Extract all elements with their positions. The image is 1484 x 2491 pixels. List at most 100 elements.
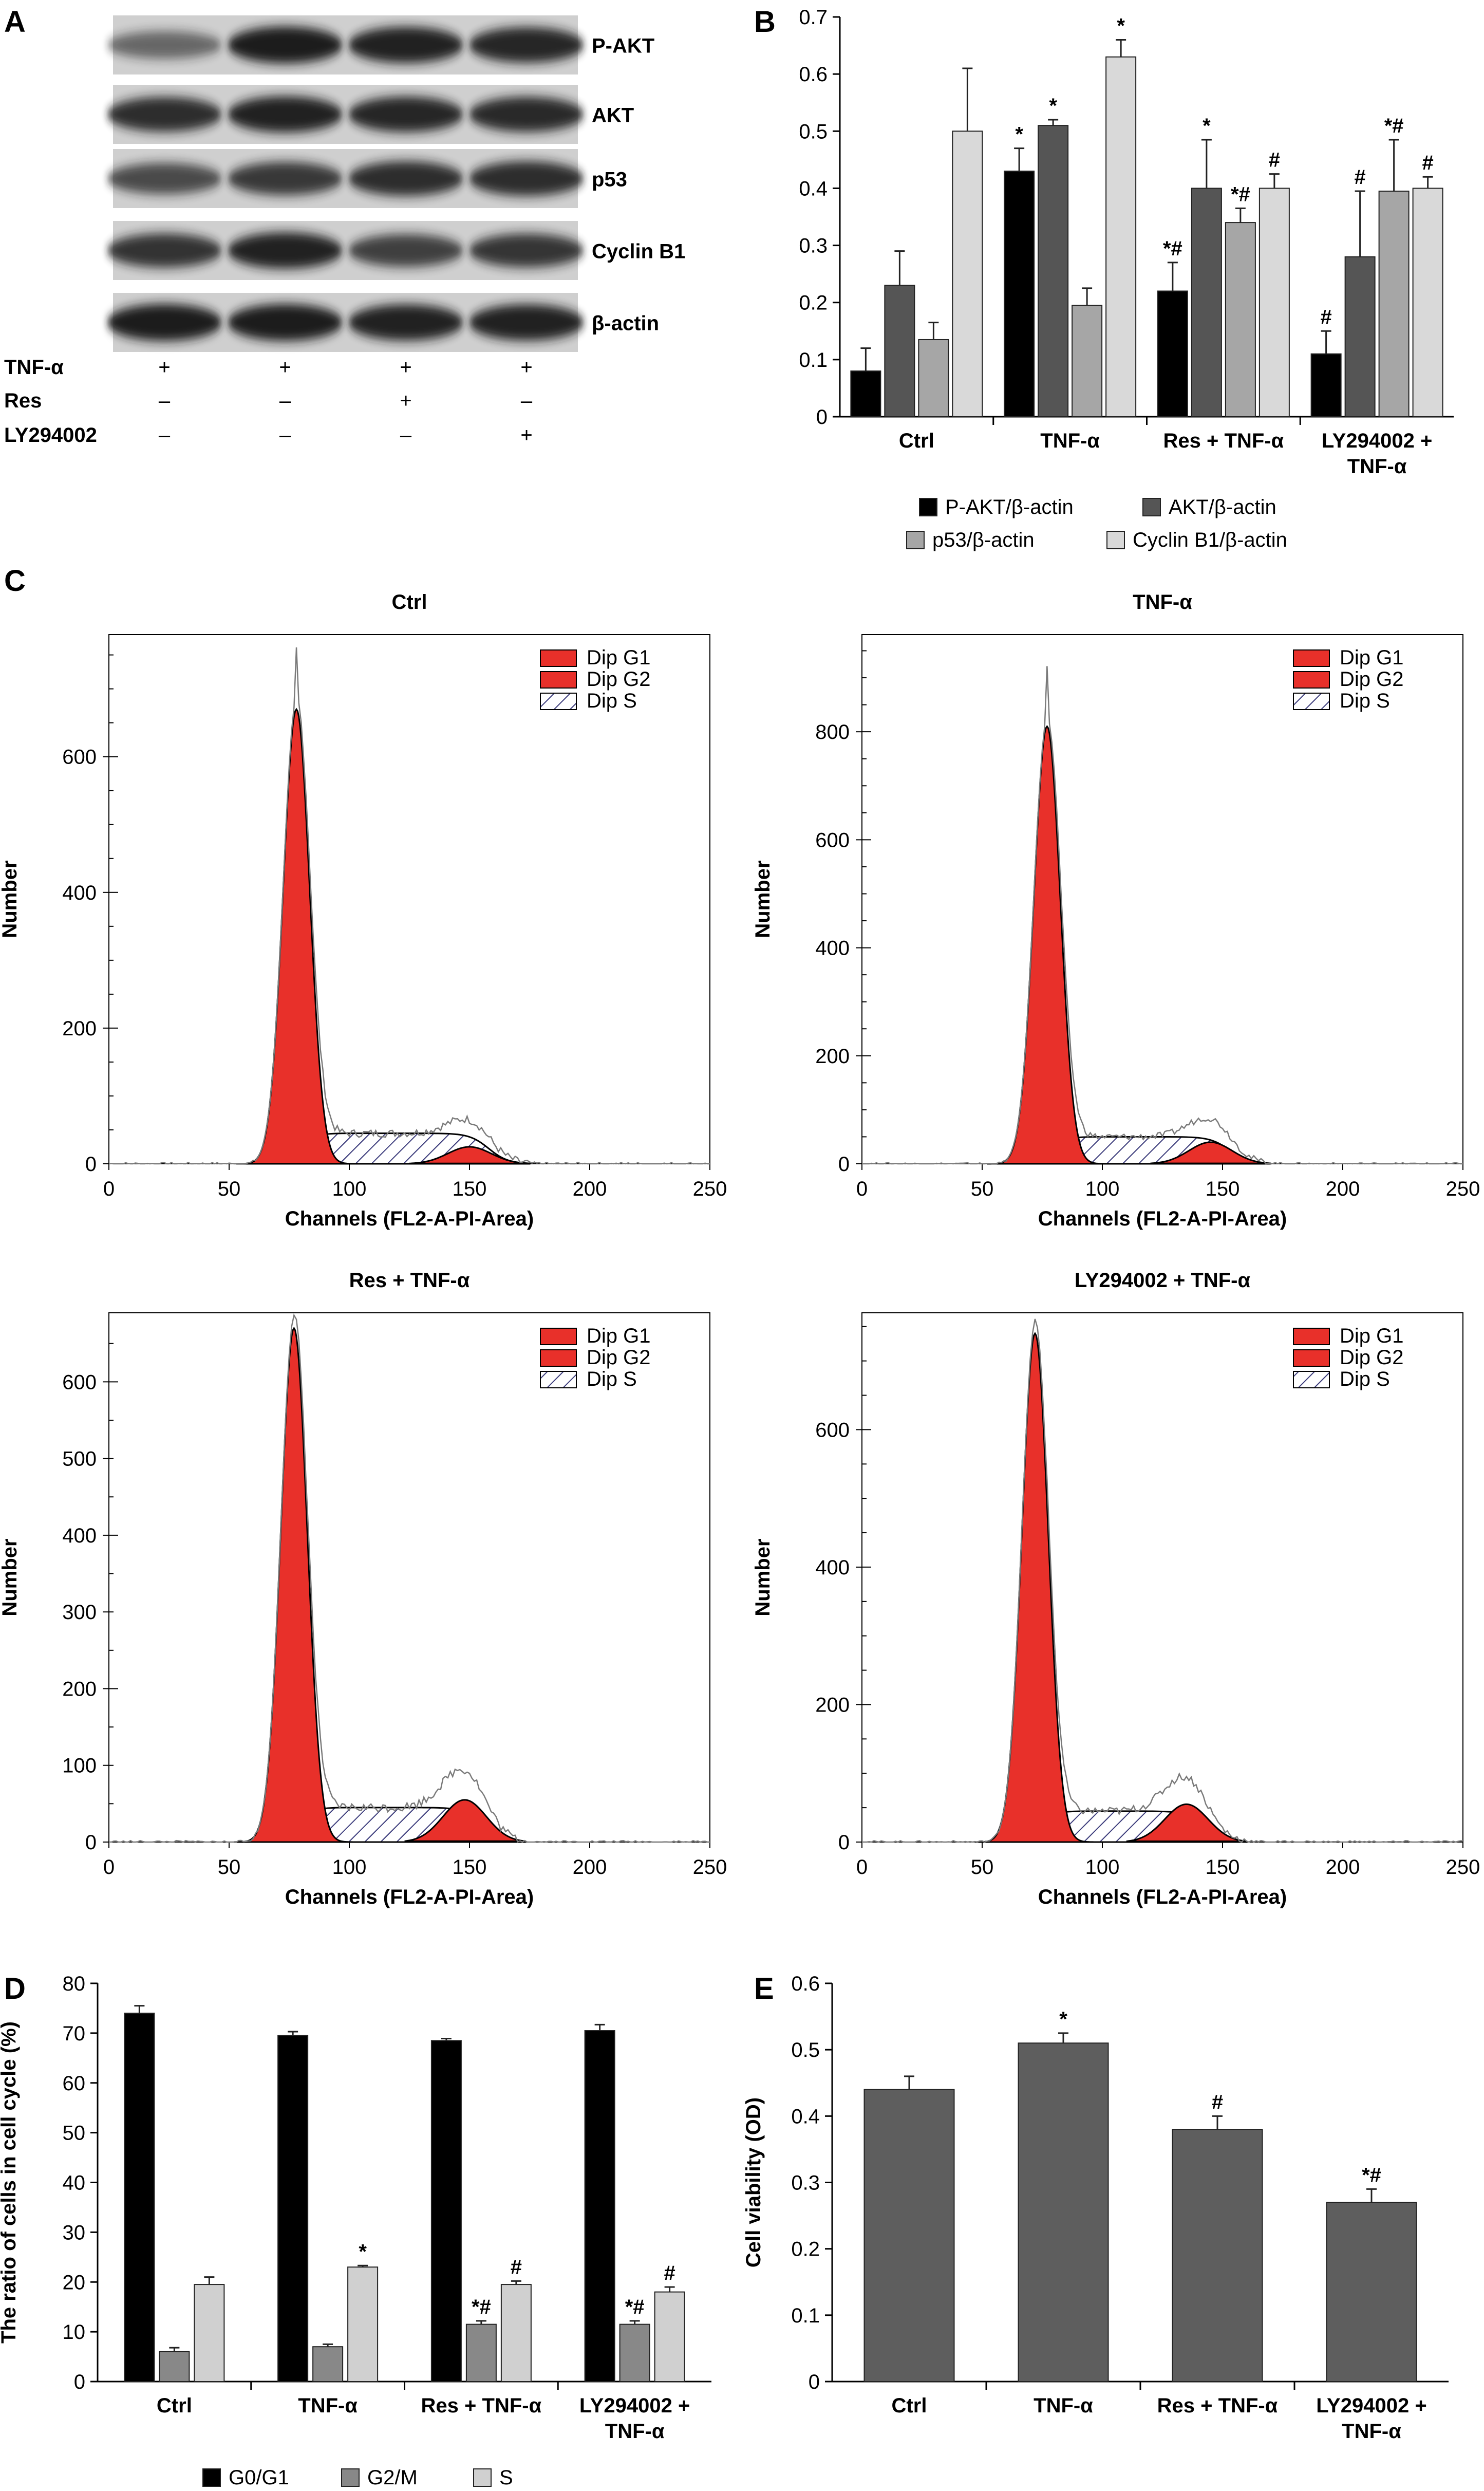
y-axis-label: Cell viability (OD) <box>742 2097 765 2267</box>
x-tick-label: 250 <box>693 1856 727 1879</box>
x-category-label-tnf: TNF-α <box>298 2394 358 2417</box>
x-tick-label: 50 <box>218 1178 241 1200</box>
x-category-label-res-tnf: Res + TNF-α <box>1157 2394 1278 2417</box>
panel-label-e: E <box>754 1972 774 2005</box>
legend-swatch-dip-g1 <box>1293 649 1330 667</box>
histogram-ly294002-tnf: LY294002 + TNF-α 0 200 400 600 0 50 100 150 200 25… <box>752 1269 1480 1908</box>
blot-band-actin-lane-3 <box>348 304 463 341</box>
plot-frame <box>861 634 1463 1164</box>
x-category-label-res-tnf: Res + TNF-α <box>1163 430 1284 452</box>
x-category-label-line: TNF-α <box>1342 2420 1401 2443</box>
legend-swatch-dip-g2 <box>540 671 577 689</box>
x-tick-label: 150 <box>453 1178 487 1200</box>
treatment-mark: + <box>279 356 291 379</box>
treatment-mark: – <box>279 389 291 412</box>
y-tick-label: 400 <box>815 1556 850 1579</box>
legend-swatch-cyclin-b1-actin <box>1106 531 1125 549</box>
x-tick-label: 100 <box>1085 1856 1120 1879</box>
y-tick-label: 40 <box>63 2172 86 2195</box>
legend-label-dip-g1: Dip G1 <box>1340 646 1404 669</box>
x-tick-label: 250 <box>1446 1856 1480 1879</box>
x-category-label-ctrl: Ctrl <box>899 430 934 452</box>
y-tick-label: 0 <box>809 2371 820 2393</box>
x-tick-label: 0 <box>856 1856 868 1879</box>
legend-label-p53-actin: p53/β-actin <box>932 529 1035 551</box>
y-tick-label: 0.3 <box>799 235 828 257</box>
significance-mark: # <box>1422 152 1434 174</box>
y-tick-label: 0 <box>74 2371 85 2393</box>
bar-akt-actin-ctrl <box>884 285 915 417</box>
x-category-label-ctrl: Ctrl <box>892 2394 927 2417</box>
y-tick-label: 400 <box>62 882 97 904</box>
bar-akt-actin-tnf <box>1038 125 1069 417</box>
dip-g2-area <box>1126 1803 1247 1842</box>
western-blot-panel: P-AKT AKT p53 Cyclin B1 β-actin TNF-α + + + + Res –… <box>4 15 685 447</box>
y-tick-label: 200 <box>815 1694 850 1716</box>
legend-label-dip-g2: Dip G2 <box>587 1346 651 1369</box>
legend-label-dip-g2: Dip G2 <box>1340 668 1404 691</box>
x-tick-label: 250 <box>1446 1178 1480 1200</box>
x-category-label-ly294002-tnf: LY294002 + TNF-α <box>1316 2394 1426 2443</box>
y-tick-label: 0.4 <box>799 177 828 200</box>
y-tick-label: 400 <box>815 937 850 960</box>
y-tick-label: 600 <box>62 746 97 769</box>
x-category-label-line: Res + TNF-α <box>421 2394 542 2417</box>
y-tick-label: 70 <box>63 2022 86 2045</box>
significance-mark: *# <box>1163 237 1182 260</box>
y-tick-label: 0.1 <box>799 349 828 371</box>
y-axis-label: Number <box>752 860 774 938</box>
blot-band-p-akt-lane-4 <box>469 27 584 63</box>
blot-band-cyclin-b1-lane-1 <box>107 233 222 268</box>
blot-band-p-akt-lane-3 <box>348 27 463 63</box>
significance-mark: * <box>359 2240 367 2263</box>
significance-mark: # <box>1321 306 1332 328</box>
significance-mark: *# <box>1384 115 1404 137</box>
significance-mark: *# <box>1231 183 1250 206</box>
x-category-label-line: LY294002 + <box>1316 2394 1426 2417</box>
blot-band-akt-lane-4 <box>469 97 584 132</box>
significance-mark: * <box>1117 14 1125 37</box>
y-axis-label: Number <box>0 1538 21 1616</box>
significance-mark: # <box>664 2262 675 2284</box>
y-tick-label: 0 <box>85 1831 97 1854</box>
y-tick-label: 200 <box>815 1045 850 1068</box>
histogram-title: LY294002 + TNF-α <box>1075 1269 1251 1292</box>
x-category-label-ly294002-tnf: LY294002 + TNF-α <box>579 2394 690 2443</box>
protein-expression-bar-chart: 0 0.1 0.2 0.3 0.4 0.5 0.6 0.7 Ctrl TNF-α * * * Res + … <box>799 6 1454 551</box>
x-category-label-res-tnf: Res + TNF-α <box>421 2394 542 2417</box>
legend-label-dip-g1: Dip G1 <box>587 646 651 669</box>
legend-swatch-dip-g2 <box>1293 671 1330 689</box>
x-tick-label: 150 <box>1206 1178 1240 1200</box>
y-tick-label: 10 <box>63 2321 86 2344</box>
blot-band-label: Cyclin B1 <box>592 240 685 263</box>
cell-viability-bar-chart: 0 0.1 0.2 0.3 0.4 0.5 0.6 Ctrl TNF-α * Res + TNF-α… <box>742 1973 1449 2443</box>
significance-mark: * <box>1203 115 1211 137</box>
blot-band-actin-lane-1 <box>107 304 222 341</box>
legend-swatch-s <box>473 2468 492 2487</box>
legend-label-dip-s: Dip S <box>587 1368 637 1390</box>
x-tick-label: 200 <box>573 1178 607 1200</box>
y-axis-label: Number <box>752 1538 774 1616</box>
y-tick-label: 400 <box>62 1525 97 1547</box>
bar-p53-actin-res-tnf <box>1225 222 1256 417</box>
treatment-mark: + <box>158 356 170 379</box>
x-tick-label: 200 <box>573 1856 607 1879</box>
dip-g2-area <box>1150 1141 1271 1164</box>
legend-label-p-akt-actin: P-AKT/β-actin <box>945 496 1074 518</box>
legend-label-dip-g2: Dip G2 <box>1340 1346 1404 1369</box>
treatment-mark: – <box>279 424 291 447</box>
bar-s-ctrl <box>194 2284 225 2382</box>
x-tick-label: 200 <box>1326 1856 1360 1879</box>
panel-label-b: B <box>754 5 776 39</box>
histogram-title: Ctrl <box>392 591 427 614</box>
legend-label-akt-actin: AKT/β-actin <box>1169 496 1276 518</box>
y-tick-label: 0 <box>838 1153 850 1176</box>
bar-cyclin-b1-actin-tnf <box>1105 56 1137 418</box>
bar-cyclin-b1-actin-ly294002-tnf <box>1412 188 1443 417</box>
legend-label-dip-g1: Dip G1 <box>587 1325 651 1347</box>
bar-g0-g1-res-tnf <box>430 2040 462 2382</box>
y-tick-label: 0.1 <box>791 2304 820 2327</box>
blot-band-p53-lane-2 <box>228 162 343 195</box>
x-category-label-line: TNF-α <box>1034 2394 1093 2417</box>
histogram-ctrl: Ctrl 0 200 400 600 0 50 100 150 200 250 Channels (F… <box>0 591 727 1230</box>
